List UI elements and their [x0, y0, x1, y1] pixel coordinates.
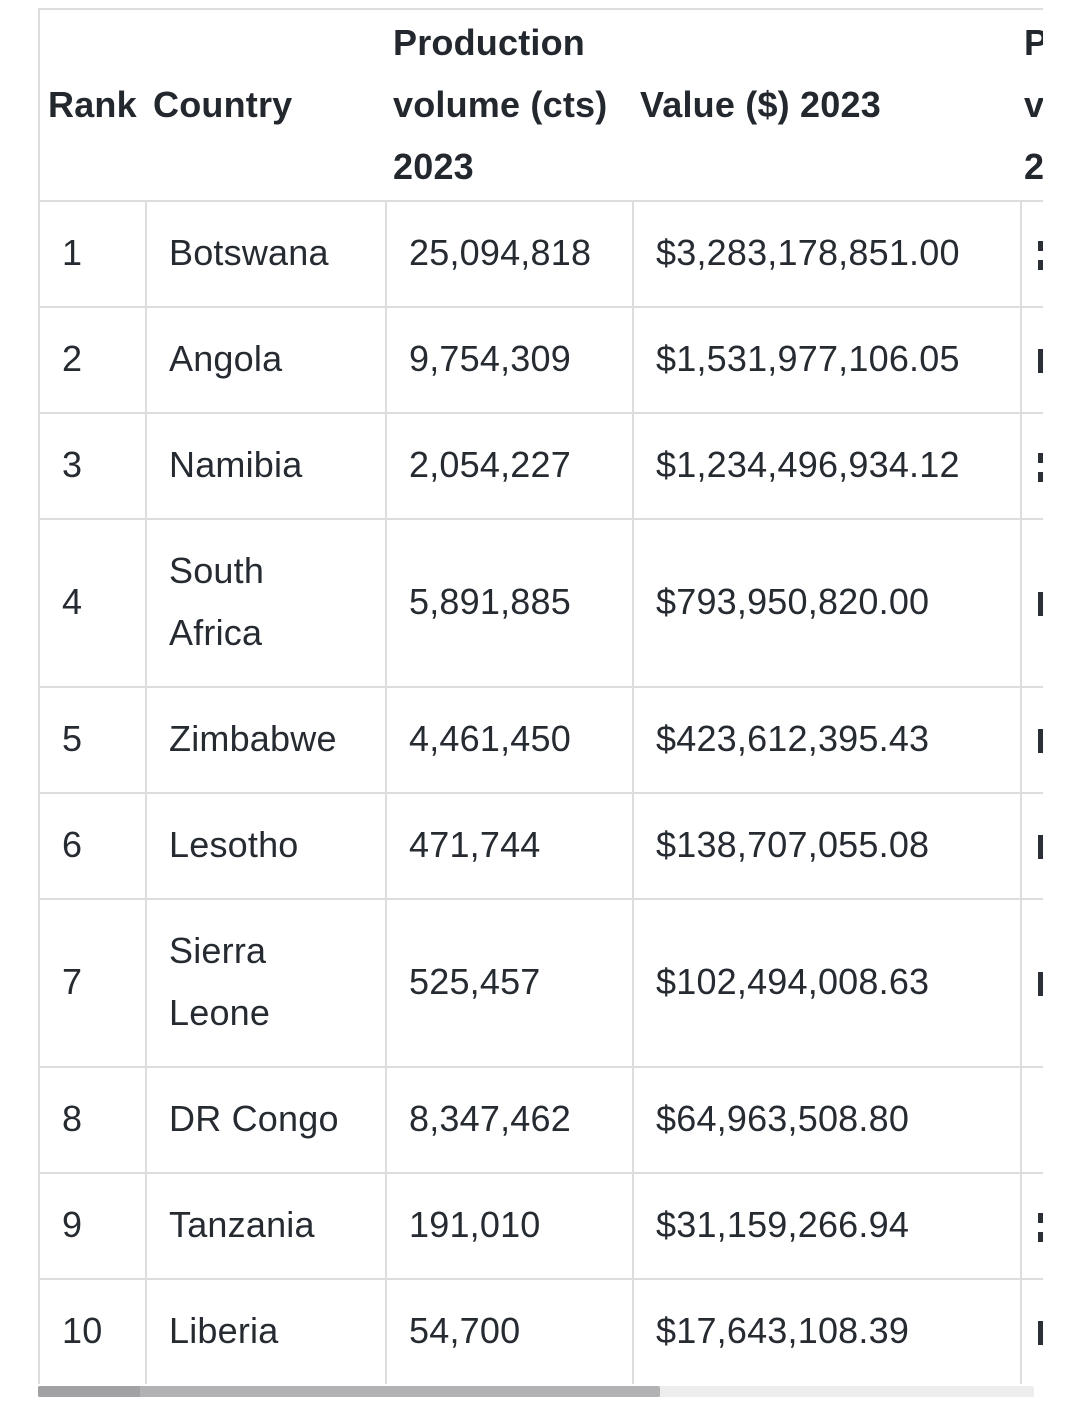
country-cell: South Africa [145, 518, 385, 686]
clipped-digit-fragment [1038, 1212, 1043, 1242]
rank-cell: 10 [40, 1278, 145, 1384]
table-row: 4 South Africa 5,891,885 $793,950,820.00 [40, 518, 1043, 686]
country-cell: Botswana [145, 200, 385, 306]
value-cell: $31,159,266.94 [632, 1172, 1020, 1278]
column-header-production-volume-2023: Production volume (cts) 2023 [393, 22, 608, 187]
production-volume-cell: 8,347,462 [385, 1066, 632, 1172]
clipped-column-cell [1020, 1278, 1043, 1384]
country-cell: DR Congo [145, 1066, 385, 1172]
production-volume-cell: 9,754,309 [385, 306, 632, 412]
value-cell: $64,963,508.80 [632, 1066, 1020, 1172]
clipped-column-cell [1020, 412, 1043, 518]
clipped-column-cell [1020, 792, 1043, 898]
production-volume-cell: 525,457 [385, 898, 632, 1066]
value-cell: $1,234,496,934.12 [632, 412, 1020, 518]
country-cell: Lesotho [145, 792, 385, 898]
clipped-digit-fragment [1038, 240, 1043, 270]
table-row: 6 Lesotho 471,744 $138,707,055.08 [40, 792, 1043, 898]
horizontal-scrollbar-track[interactable] [38, 1386, 1034, 1397]
country-cell: Namibia [145, 412, 385, 518]
value-cell: $102,494,008.63 [632, 898, 1020, 1066]
rank-cell: 8 [40, 1066, 145, 1172]
value-cell: $1,531,977,106.05 [632, 306, 1020, 412]
production-volume-cell: 5,891,885 [385, 518, 632, 686]
value-cell: $793,950,820.00 [632, 518, 1020, 686]
table-row: 10 Liberia 54,700 $17,643,108.39 [40, 1278, 1043, 1384]
production-volume-cell: 191,010 [385, 1172, 632, 1278]
production-volume-cell: 4,461,450 [385, 686, 632, 792]
column-header-rank: Rank [48, 84, 137, 125]
table-scroll-container[interactable]: Rank Country Production volume (cts) 202… [38, 8, 1043, 1388]
rank-cell: 4 [40, 518, 145, 686]
country-cell: Sierra Leone [145, 898, 385, 1066]
rank-cell: 3 [40, 412, 145, 518]
table-row: 1 Botswana 25,094,818 $3,283,178,851.00 [40, 200, 1043, 306]
table-row: 7 Sierra Leone 525,457 $102,494,008.63 [40, 898, 1043, 1066]
clipped-digit-fragment [1038, 592, 1043, 617]
clipped-digit-fragment [1038, 452, 1043, 482]
value-cell: $138,707,055.08 [632, 792, 1020, 898]
horizontal-scrollbar-thumb-cap[interactable] [38, 1386, 140, 1397]
clipped-column-cell [1020, 200, 1043, 306]
country-cell: Tanzania [145, 1172, 385, 1278]
country-cell: Zimbabwe [145, 686, 385, 792]
column-header-country: Country [153, 84, 293, 125]
column-header-clipped: P v 2 [1024, 22, 1043, 187]
clipped-column-cell [1020, 306, 1043, 412]
clipped-column-cell [1020, 686, 1043, 792]
clipped-digit-fragment [1038, 349, 1043, 374]
rank-cell: 2 [40, 306, 145, 412]
clipped-column-cell [1020, 898, 1043, 1066]
table-row: 9 Tanzania 191,010 $31,159,266.94 [40, 1172, 1043, 1278]
value-cell: $423,612,395.43 [632, 686, 1020, 792]
table-row: 5 Zimbabwe 4,461,450 $423,612,395.43 [40, 686, 1043, 792]
clipped-digit-fragment [1038, 729, 1043, 754]
clipped-column-cell [1020, 1066, 1043, 1172]
clipped-column-cell [1020, 518, 1043, 686]
clipped-digit-fragment [1038, 972, 1043, 997]
value-cell: $3,283,178,851.00 [632, 200, 1020, 306]
clipped-column-cell [1020, 1172, 1043, 1278]
diamond-production-table: Rank Country Production volume (cts) 202… [38, 8, 1043, 1384]
clipped-digit-fragment [1038, 1321, 1043, 1346]
country-cell: Liberia [145, 1278, 385, 1384]
header-row: Rank Country Production volume (cts) 202… [40, 10, 1043, 200]
country-cell: Angola [145, 306, 385, 412]
clipped-digit-fragment [1038, 835, 1043, 860]
production-volume-cell: 25,094,818 [385, 200, 632, 306]
rank-cell: 5 [40, 686, 145, 792]
table-row: 8 DR Congo 8,347,462 $64,963,508.80 [40, 1066, 1043, 1172]
table-row: 3 Namibia 2,054,227 $1,234,496,934.12 [40, 412, 1043, 518]
horizontal-scrollbar-thumb[interactable] [38, 1386, 660, 1397]
rank-cell: 1 [40, 200, 145, 306]
production-volume-cell: 2,054,227 [385, 412, 632, 518]
value-cell: $17,643,108.39 [632, 1278, 1020, 1384]
rank-cell: 6 [40, 792, 145, 898]
production-volume-cell: 54,700 [385, 1278, 632, 1384]
rank-cell: 7 [40, 898, 145, 1066]
column-header-value-2023: Value ($) 2023 [640, 84, 881, 125]
table-row: 2 Angola 9,754,309 $1,531,977,106.05 [40, 306, 1043, 412]
production-volume-cell: 471,744 [385, 792, 632, 898]
rank-cell: 9 [40, 1172, 145, 1278]
